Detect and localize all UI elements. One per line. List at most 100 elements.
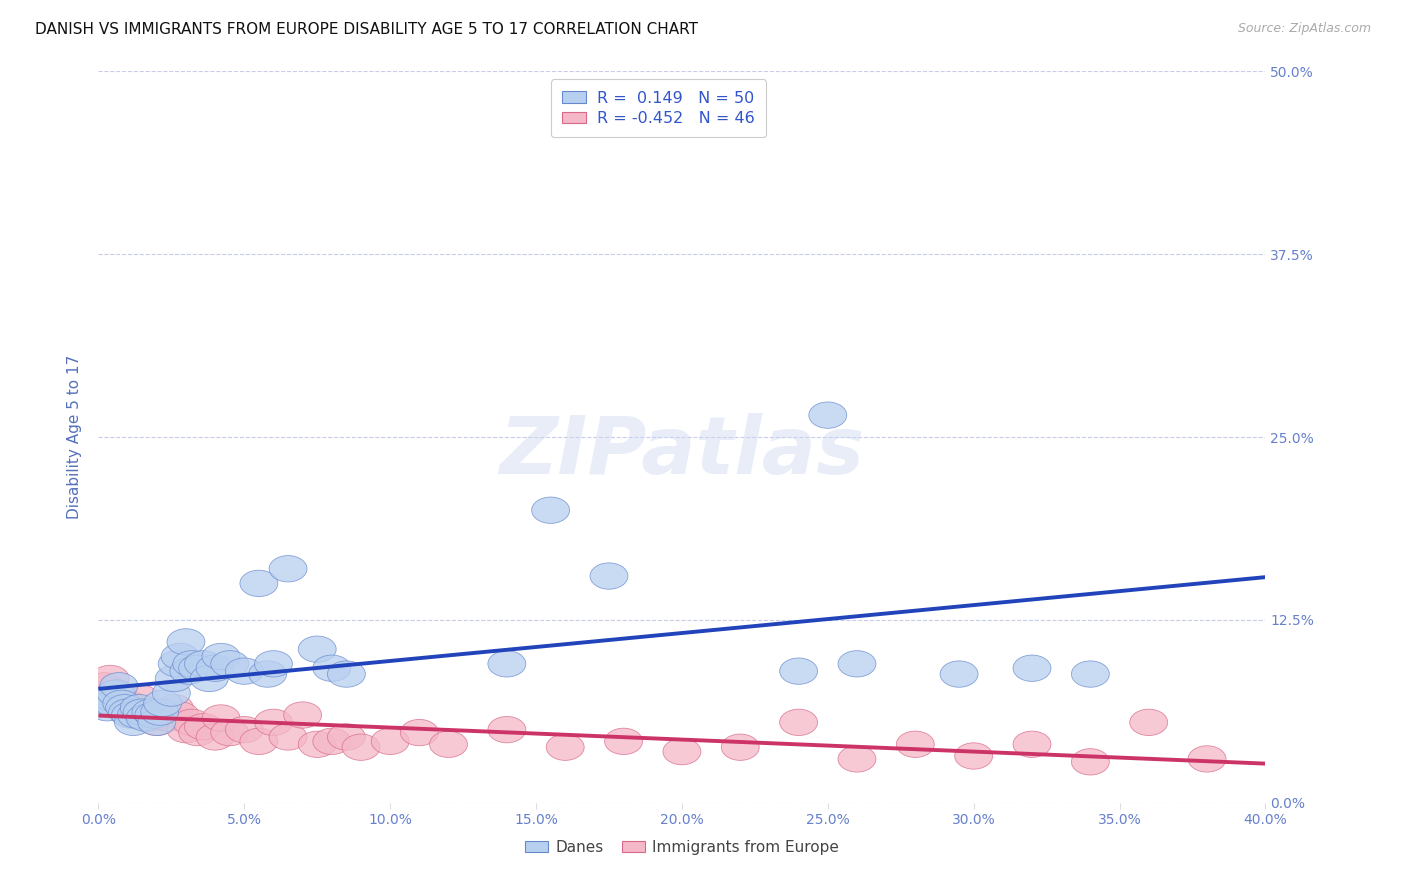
Ellipse shape <box>132 699 170 725</box>
Ellipse shape <box>152 680 190 706</box>
Ellipse shape <box>249 661 287 687</box>
Ellipse shape <box>721 734 759 760</box>
Ellipse shape <box>240 728 278 755</box>
Ellipse shape <box>780 709 817 736</box>
Ellipse shape <box>941 661 979 687</box>
Ellipse shape <box>401 720 439 746</box>
Ellipse shape <box>141 699 179 725</box>
Ellipse shape <box>167 629 205 655</box>
Ellipse shape <box>179 720 217 746</box>
Ellipse shape <box>105 695 143 721</box>
Ellipse shape <box>298 731 336 757</box>
Ellipse shape <box>143 699 181 725</box>
Ellipse shape <box>97 680 135 706</box>
Ellipse shape <box>143 690 181 716</box>
Ellipse shape <box>1188 746 1226 772</box>
Ellipse shape <box>114 709 152 736</box>
Ellipse shape <box>138 709 176 736</box>
Ellipse shape <box>155 695 193 721</box>
Ellipse shape <box>167 716 205 743</box>
Ellipse shape <box>430 731 467 757</box>
Ellipse shape <box>955 743 993 769</box>
Ellipse shape <box>159 650 197 677</box>
Ellipse shape <box>184 714 222 739</box>
Ellipse shape <box>211 650 249 677</box>
Ellipse shape <box>1071 661 1109 687</box>
Ellipse shape <box>897 731 934 757</box>
Ellipse shape <box>269 723 307 750</box>
Ellipse shape <box>124 699 162 725</box>
Ellipse shape <box>127 702 165 728</box>
Ellipse shape <box>149 705 187 731</box>
Text: Source: ZipAtlas.com: Source: ZipAtlas.com <box>1237 22 1371 36</box>
Ellipse shape <box>591 563 628 590</box>
Text: ZIPatlas: ZIPatlas <box>499 413 865 491</box>
Ellipse shape <box>117 702 155 728</box>
Ellipse shape <box>202 643 240 670</box>
Ellipse shape <box>103 687 141 714</box>
Ellipse shape <box>1071 748 1109 775</box>
Ellipse shape <box>225 716 263 743</box>
Ellipse shape <box>197 655 233 681</box>
Ellipse shape <box>328 723 366 750</box>
Ellipse shape <box>298 636 336 663</box>
Ellipse shape <box>135 702 173 728</box>
Ellipse shape <box>108 699 146 725</box>
Ellipse shape <box>211 720 249 746</box>
Text: DANISH VS IMMIGRANTS FROM EUROPE DISABILITY AGE 5 TO 17 CORRELATION CHART: DANISH VS IMMIGRANTS FROM EUROPE DISABIL… <box>35 22 699 37</box>
Ellipse shape <box>94 690 132 716</box>
Ellipse shape <box>254 709 292 736</box>
Ellipse shape <box>605 728 643 755</box>
Ellipse shape <box>132 705 170 731</box>
Ellipse shape <box>114 695 152 721</box>
Ellipse shape <box>284 702 322 728</box>
Ellipse shape <box>127 705 165 731</box>
Ellipse shape <box>1014 655 1050 681</box>
Ellipse shape <box>162 702 200 728</box>
Ellipse shape <box>780 658 817 684</box>
Ellipse shape <box>838 746 876 772</box>
Ellipse shape <box>1130 709 1167 736</box>
Ellipse shape <box>225 658 263 684</box>
Ellipse shape <box>138 709 176 736</box>
Ellipse shape <box>531 497 569 524</box>
Ellipse shape <box>488 716 526 743</box>
Ellipse shape <box>342 734 380 760</box>
Ellipse shape <box>190 665 228 691</box>
Ellipse shape <box>97 680 135 706</box>
Ellipse shape <box>100 673 138 699</box>
Ellipse shape <box>91 684 129 711</box>
Ellipse shape <box>1014 731 1050 757</box>
Ellipse shape <box>108 690 146 716</box>
Ellipse shape <box>664 739 700 764</box>
Ellipse shape <box>547 734 583 760</box>
Ellipse shape <box>838 650 876 677</box>
Ellipse shape <box>488 650 526 677</box>
Ellipse shape <box>184 650 222 677</box>
Ellipse shape <box>170 658 208 684</box>
Ellipse shape <box>179 655 217 681</box>
Ellipse shape <box>103 690 141 716</box>
Ellipse shape <box>269 556 307 582</box>
Ellipse shape <box>254 650 292 677</box>
Ellipse shape <box>91 665 129 691</box>
Ellipse shape <box>173 709 211 736</box>
Ellipse shape <box>808 402 846 428</box>
Ellipse shape <box>89 695 127 721</box>
Ellipse shape <box>86 687 124 714</box>
Ellipse shape <box>328 661 366 687</box>
Ellipse shape <box>197 723 233 750</box>
Ellipse shape <box>121 684 159 711</box>
Ellipse shape <box>240 570 278 597</box>
Y-axis label: Disability Age 5 to 17: Disability Age 5 to 17 <box>67 355 83 519</box>
Ellipse shape <box>162 643 200 670</box>
Ellipse shape <box>371 728 409 755</box>
Ellipse shape <box>314 728 350 755</box>
Ellipse shape <box>173 650 211 677</box>
Ellipse shape <box>202 705 240 731</box>
Ellipse shape <box>314 655 350 681</box>
Legend: Danes, Immigrants from Europe: Danes, Immigrants from Europe <box>519 834 845 861</box>
Ellipse shape <box>155 665 193 691</box>
Ellipse shape <box>121 695 159 721</box>
Ellipse shape <box>86 673 124 699</box>
